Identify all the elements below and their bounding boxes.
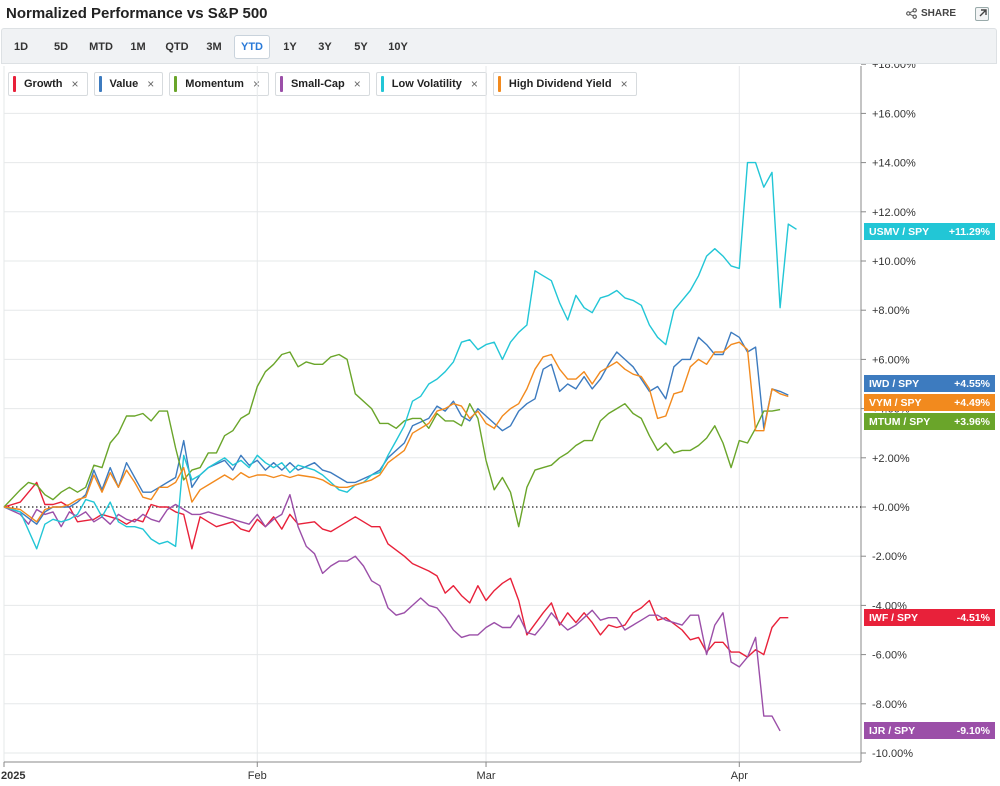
close-icon[interactable]: × — [620, 77, 628, 91]
legend-swatch — [380, 76, 384, 92]
legend-chip-value[interactable]: Value × — [93, 72, 164, 96]
close-icon[interactable]: × — [353, 77, 361, 91]
legend: Growth × Value × Momentum × Small-Cap × Low Vola… — [8, 72, 637, 98]
end-value-badge — [864, 413, 995, 430]
badge-value: -4.51% — [957, 612, 991, 624]
badge-value: +4.55% — [954, 378, 991, 390]
legend-chip-high-dividend-yield[interactable]: High Dividend Yield × — [492, 72, 637, 96]
y-tick-label: +12.00% — [872, 207, 916, 219]
expand-icon — [979, 9, 987, 17]
legend-chip-growth[interactable]: Growth × — [8, 72, 88, 96]
legend-chip-momentum[interactable]: Momentum × — [169, 72, 269, 96]
expand-button[interactable] — [975, 7, 989, 21]
badge-ticker: IWF / SPY — [869, 612, 918, 624]
badge-value: +3.96% — [954, 416, 991, 428]
x-tick-label: 2025 — [1, 770, 25, 782]
range-button-5d[interactable]: 5D — [53, 41, 69, 53]
range-button-ytd[interactable]: YTD — [234, 35, 270, 59]
time-range-toolbar: 1D 5D MTD 1M QTD 3M YTD 1Y 3Y 5Y 10Y — [1, 28, 997, 64]
legend-swatch — [13, 76, 16, 92]
close-icon[interactable]: × — [252, 77, 260, 91]
legend-swatch — [497, 76, 501, 92]
chart: -10.00%-8.00%-6.00%-4.00%-2.00%+0.00%+2.… — [1, 64, 995, 782]
page-title: Normalized Performance vs S&P 500 — [6, 5, 268, 22]
legend-swatch — [174, 76, 178, 92]
x-tick-label: Feb — [248, 770, 267, 782]
legend-chip-small-cap[interactable]: Small-Cap × — [274, 72, 370, 96]
legend-chip-low-volatility[interactable]: Low Volatility × — [375, 72, 487, 96]
legend-label: Small-Cap — [290, 78, 345, 90]
close-icon[interactable]: × — [470, 77, 478, 91]
legend-swatch — [279, 76, 283, 92]
y-tick-label: +16.00% — [872, 108, 916, 120]
range-button-5y[interactable]: 5Y — [354, 41, 368, 53]
badge-ticker: USMV / SPY — [869, 226, 929, 238]
range-button-1y[interactable]: 1Y — [283, 41, 297, 53]
series-line-high-dividend-yield — [3, 341, 789, 523]
legend-label: Value — [109, 78, 139, 90]
series-line-low-volatility — [3, 161, 797, 550]
badge-ticker: VYM / SPY — [869, 397, 922, 409]
y-tick-label: +8.00% — [872, 305, 910, 317]
close-icon[interactable]: × — [147, 77, 155, 91]
range-button-mtd[interactable]: MTD — [89, 41, 113, 53]
y-tick-label: -2.00% — [872, 551, 907, 563]
range-button-1d[interactable]: 1D — [13, 41, 29, 53]
series-line-growth — [3, 481, 789, 658]
end-value-badge — [864, 223, 995, 240]
range-button-10y[interactable]: 10Y — [388, 41, 408, 53]
y-tick-label: +0.00% — [872, 502, 910, 514]
badge-value: -9.10% — [957, 725, 991, 737]
end-value-badge — [864, 375, 995, 392]
series-line-small-cap — [3, 494, 781, 732]
series-line-momentum — [3, 351, 781, 528]
y-tick-label: +2.00% — [872, 453, 910, 465]
range-button-3y[interactable]: 3Y — [318, 41, 332, 53]
end-value-badge — [864, 722, 995, 739]
y-tick-label: +10.00% — [872, 256, 916, 268]
legend-label: Growth — [24, 78, 63, 90]
y-tick-label: -10.00% — [872, 748, 913, 760]
y-tick-label: +6.00% — [872, 354, 910, 366]
end-value-badge — [864, 394, 995, 411]
legend-label: Momentum — [185, 78, 244, 90]
chart-area: -10.00% -8.00% -6.00% -4.00% -2.00% +0.00% +2.… — [0, 64, 1000, 786]
badge-value: +4.49% — [954, 397, 991, 409]
badge-ticker: IJR / SPY — [869, 725, 915, 737]
close-icon[interactable]: × — [71, 77, 79, 91]
range-button-3m[interactable]: 3M — [206, 41, 222, 53]
x-tick-label: Apr — [731, 770, 748, 782]
y-tick-label: -8.00% — [872, 699, 907, 711]
badge-ticker: IWD / SPY — [869, 378, 919, 390]
y-tick-label: +14.00% — [872, 158, 916, 170]
y-tick-label: -6.00% — [872, 650, 907, 662]
legend-label: High Dividend Yield — [508, 78, 612, 90]
x-tick-label: Mar — [477, 770, 496, 782]
legend-swatch — [98, 76, 102, 92]
range-button-qtd[interactable]: QTD — [165, 41, 189, 53]
chart-header: Normalized Performance vs S&P 500 SHARE — [0, 0, 1000, 28]
badge-value: +11.29% — [949, 226, 991, 238]
range-button-1m[interactable]: 1M — [130, 41, 146, 53]
y-tick-label: +18.00% — [872, 64, 916, 71]
badge-ticker: MTUM / SPY — [869, 416, 930, 428]
share-button[interactable]: SHARE — [906, 8, 956, 19]
end-value-badge — [864, 609, 995, 626]
series-line-value — [3, 331, 789, 525]
share-icon — [906, 8, 917, 19]
share-label: SHARE — [921, 8, 957, 19]
legend-label: Low Volatility — [391, 78, 462, 90]
